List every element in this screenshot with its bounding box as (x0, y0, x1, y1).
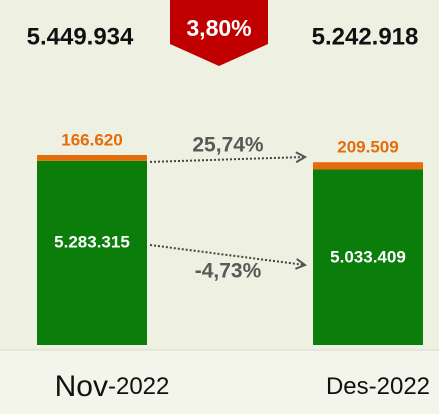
total-label: 5.449.934 (27, 23, 134, 50)
bar-segment (37, 154, 147, 161)
segment-label: 209.509 (337, 138, 398, 157)
change-label: -4,73% (195, 260, 262, 283)
total-change: 3,80% (186, 15, 251, 41)
segment-label: 5.033.409 (330, 247, 406, 266)
total-label: 5.242.918 (312, 23, 419, 50)
change-arrow (149, 157, 305, 162)
segment-label: 5.283.315 (54, 232, 130, 251)
bar-segment (313, 162, 423, 170)
bar-segment (37, 160, 147, 345)
change-label: 25,74% (192, 134, 264, 157)
segment-label: 166.620 (61, 130, 122, 149)
x-tick-label: Des-2022 (326, 373, 430, 400)
footer-band (0, 350, 439, 414)
bar-segment (313, 169, 423, 345)
change-badge (170, 0, 268, 66)
x-tick-label: Nov-2022 (55, 370, 170, 403)
